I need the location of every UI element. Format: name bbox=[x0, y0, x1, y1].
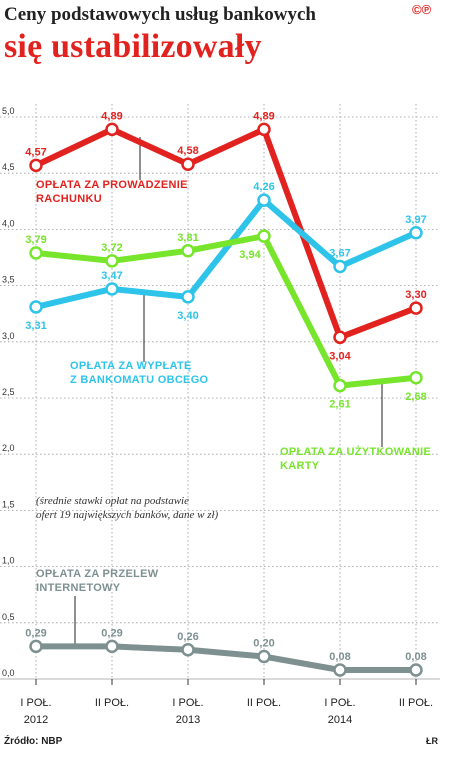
chart-note: ofert 19 największych banków, dane w zł) bbox=[36, 509, 219, 521]
x-tick-label: I POŁ. bbox=[20, 697, 51, 709]
chart-grid: 0,0 0,5 1,0 1,5 2,0 2,5 3,0 3,5 4,0 4,5 5,0 bbox=[0, 104, 440, 685]
data-label-przelew: 0,08 bbox=[329, 651, 350, 663]
source-note: Źródło: NBP bbox=[4, 736, 63, 747]
data-label-przelew: 0,08 bbox=[405, 651, 426, 663]
data-point-rachunek bbox=[181, 157, 195, 171]
data-label-bankomat: 3,47 bbox=[101, 270, 122, 282]
chart-labels: I POŁ. 2012 II POŁ. I POŁ. 2013 II POŁ. I POŁ.… bbox=[20, 110, 433, 726]
y-tick-label: 5,0 bbox=[2, 106, 15, 116]
chart-subtitle: się ustabilizowały bbox=[4, 28, 262, 65]
data-label-bankomat: 3,40 bbox=[177, 310, 198, 322]
label-connectors bbox=[74, 137, 383, 649]
y-tick-label: 0,5 bbox=[2, 612, 15, 622]
y-tick-label: 4,5 bbox=[2, 162, 15, 172]
data-label-bankomat: 3,31 bbox=[25, 320, 46, 332]
y-tick-label: 3,0 bbox=[2, 331, 15, 341]
y-tick-label: 4,0 bbox=[2, 218, 15, 228]
data-label-bankomat: 3,97 bbox=[405, 214, 426, 226]
publisher-logo: ©℗ bbox=[412, 2, 432, 17]
data-point-karta bbox=[333, 378, 347, 393]
data-label-rachunek: 4,57 bbox=[25, 146, 46, 158]
data-point-bankomat bbox=[29, 300, 43, 314]
data-point-karta bbox=[257, 229, 271, 243]
data-point-przelew bbox=[409, 663, 423, 677]
x-tick-label: II POŁ. bbox=[95, 697, 129, 709]
data-label-przelew: 0,29 bbox=[101, 627, 122, 639]
series-line-przelew bbox=[33, 643, 419, 674]
data-label-rachunek: 3,04 bbox=[329, 350, 351, 362]
data-point-przelew bbox=[29, 639, 43, 654]
data-label-karta: 3,72 bbox=[101, 242, 122, 254]
data-point-rachunek bbox=[105, 122, 119, 137]
series-name-przelew: INTERNETOWY bbox=[36, 582, 121, 594]
x-tick-label: I POŁ. bbox=[172, 697, 203, 709]
data-point-bankomat bbox=[257, 193, 271, 207]
series-name-bankomat: Z BANKOMATU OBCEGO bbox=[70, 374, 209, 386]
data-point-rachunek bbox=[257, 122, 271, 137]
series-name-bankomat: OPŁATA ZA WYPŁATĘ bbox=[70, 360, 192, 372]
series-name-rachunek: RACHUNKU bbox=[36, 193, 102, 205]
data-point-bankomat bbox=[409, 226, 423, 240]
x-tick-label: II POŁ. bbox=[399, 697, 433, 709]
data-label-rachunek: 4,58 bbox=[177, 145, 198, 157]
data-point-rachunek bbox=[409, 301, 423, 315]
series-line-karta bbox=[33, 233, 419, 389]
series-name-rachunek: OPŁATA ZA PROWADZENIE bbox=[36, 179, 188, 191]
data-point-rachunek bbox=[333, 330, 347, 345]
data-point-bankomat bbox=[333, 259, 347, 274]
data-label-karta: 3,81 bbox=[177, 232, 198, 244]
data-label-karta: 3,94 bbox=[239, 249, 261, 261]
data-label-karta: 2,68 bbox=[405, 391, 426, 403]
x-tick-year: 2012 bbox=[24, 714, 48, 726]
data-point-przelew bbox=[181, 643, 195, 657]
y-tick-label: 1,5 bbox=[2, 499, 15, 509]
data-point-rachunek bbox=[29, 158, 43, 173]
data-label-bankomat: 3,67 bbox=[329, 247, 350, 259]
data-point-karta bbox=[105, 254, 119, 268]
y-tick-label: 1,0 bbox=[2, 556, 15, 566]
data-point-karta bbox=[409, 371, 423, 385]
series-name-karta: OPŁATA ZA UŻYTKOWANIE bbox=[280, 445, 431, 458]
y-tick-label: 3,5 bbox=[2, 275, 15, 285]
series-line-bankomat bbox=[33, 197, 419, 310]
y-tick-label: 2,0 bbox=[2, 443, 15, 453]
series-name-przelew: OPŁATA ZA PRZELEW bbox=[36, 568, 159, 580]
data-label-karta: 3,79 bbox=[25, 234, 46, 246]
data-point-karta bbox=[29, 246, 43, 260]
data-point-bankomat bbox=[105, 282, 119, 296]
data-label-bankomat: 4,26 bbox=[253, 181, 274, 193]
data-label-rachunek: 4,89 bbox=[253, 110, 274, 122]
data-label-rachunek: 4,89 bbox=[101, 110, 122, 122]
data-label-przelew: 0,26 bbox=[177, 631, 198, 643]
data-label-karta: 2,61 bbox=[329, 399, 350, 411]
data-point-przelew bbox=[257, 649, 271, 664]
chart-series bbox=[29, 122, 423, 677]
author-credit: ŁR bbox=[426, 736, 438, 746]
series-line-rachunek bbox=[33, 126, 419, 341]
x-tick-year: 2014 bbox=[328, 714, 352, 726]
x-tick-year: 2013 bbox=[176, 714, 200, 726]
chart-note: (średnie stawki opłat na podstawie bbox=[36, 495, 189, 507]
data-point-przelew bbox=[105, 639, 119, 654]
x-tick-label: I POŁ. bbox=[324, 697, 355, 709]
data-point-karta bbox=[181, 244, 195, 258]
data-point-bankomat bbox=[181, 290, 195, 304]
x-tick-label: II POŁ. bbox=[247, 697, 281, 709]
series-name-karta: KARTY bbox=[280, 460, 320, 472]
data-label-przelew: 0,20 bbox=[253, 638, 274, 650]
chart-title: Ceny podstawowych usług bankowych bbox=[4, 4, 316, 25]
data-point-przelew bbox=[333, 663, 347, 677]
data-label-przelew: 0,29 bbox=[25, 627, 46, 639]
y-tick-label: 2,5 bbox=[2, 387, 15, 397]
y-tick-label: 0,0 bbox=[2, 668, 15, 678]
data-label-rachunek: 3,30 bbox=[405, 289, 426, 301]
